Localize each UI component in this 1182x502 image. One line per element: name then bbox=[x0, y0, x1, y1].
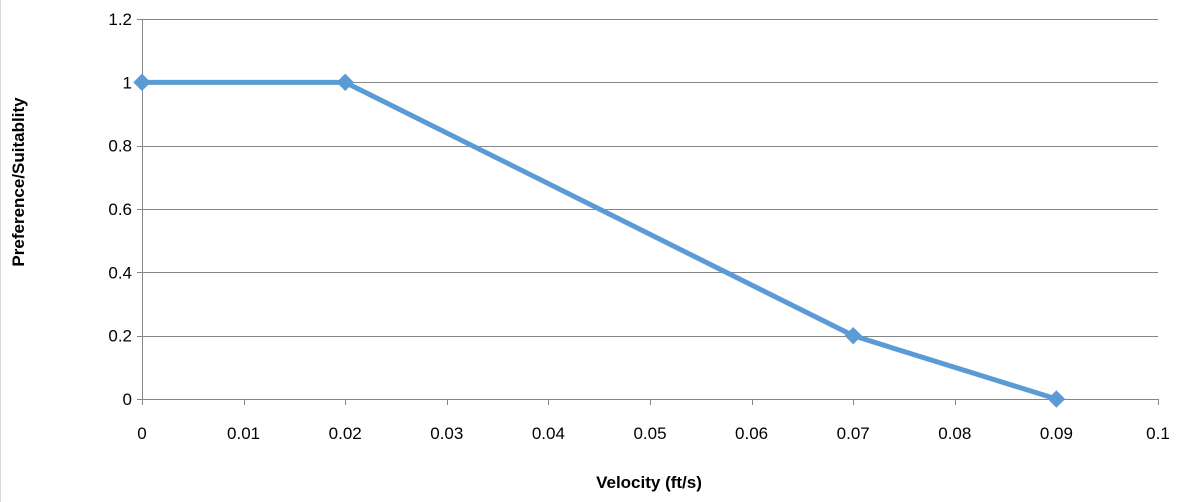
data-point-marker bbox=[1047, 390, 1066, 408]
gridlines bbox=[142, 19, 1158, 337]
x-tick-label: 0.03 bbox=[430, 424, 463, 443]
x-tick-label: 0.07 bbox=[837, 424, 870, 443]
data-point-marker bbox=[336, 73, 354, 92]
x-tick-label: 0 bbox=[137, 424, 146, 443]
series-layer bbox=[133, 73, 1066, 408]
y-tick-label: 0.2 bbox=[108, 327, 132, 346]
y-tick-label: 0.6 bbox=[108, 200, 132, 219]
y-tick-label: 0 bbox=[123, 390, 132, 409]
y-tick-label: 0.4 bbox=[108, 263, 132, 282]
x-tick-label: 0.09 bbox=[1040, 424, 1073, 443]
data-point-marker bbox=[133, 73, 151, 92]
x-tick-label: 0.02 bbox=[329, 424, 362, 443]
x-tick-label: 0.05 bbox=[633, 424, 666, 443]
y-tick-label: 0.8 bbox=[108, 137, 132, 156]
x-axis-title: Velocity (ft/s) bbox=[596, 473, 702, 492]
x-tick-label: 0.08 bbox=[938, 424, 971, 443]
x-tick-label: 0.1 bbox=[1146, 424, 1170, 443]
y-tick-label: 1.2 bbox=[108, 10, 132, 29]
x-tick-label: 0.04 bbox=[532, 424, 565, 443]
y-tick-label: 1 bbox=[123, 73, 132, 92]
x-tick-label: 0.01 bbox=[227, 424, 260, 443]
data-point-marker bbox=[844, 326, 862, 345]
x-tick-label: 0.06 bbox=[735, 424, 768, 443]
y-axis-title: Preference/Suitablity bbox=[9, 97, 28, 267]
tick-labels: 0 0.2 0.4 0.6 0.8 1 1.2 0 0.01 0.02 0.03 0.04 0.05 0.… bbox=[108, 10, 1169, 443]
axes bbox=[137, 19, 1159, 405]
series-line bbox=[139, 79, 1059, 402]
